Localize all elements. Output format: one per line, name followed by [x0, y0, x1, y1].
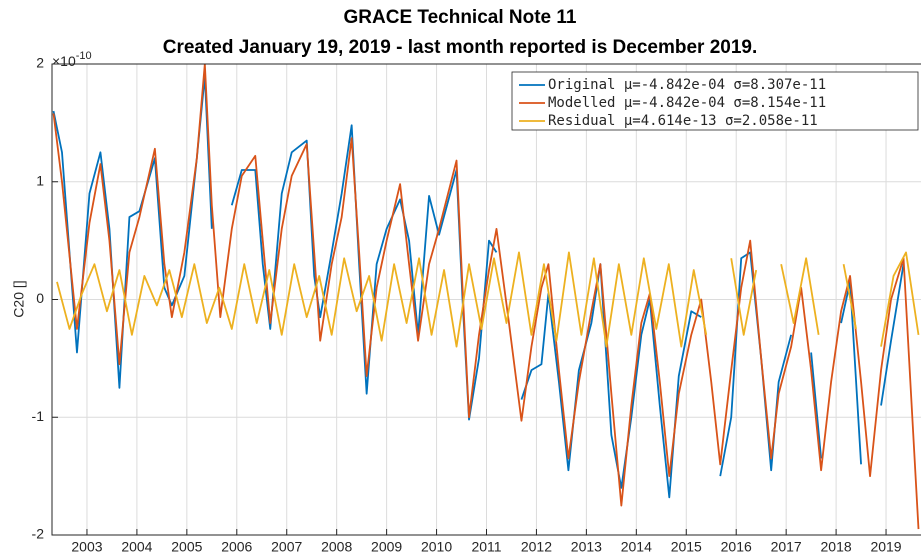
y-tick-label: 1: [36, 172, 44, 188]
x-tick-label: 2012: [521, 539, 552, 553]
x-tick-label: 2017: [771, 539, 802, 553]
y-exponent-base: ×10: [52, 53, 76, 69]
x-tick-label: 2003: [71, 539, 102, 553]
x-tick-label: 2007: [271, 539, 302, 553]
x-tick-label: 2011: [471, 539, 501, 553]
y-exponent-power: -10: [76, 50, 92, 62]
x-tick-label: 2019: [870, 539, 901, 553]
x-tick-label: 2006: [221, 539, 252, 553]
legend: Original μ=-4.842e-04 σ=8.307e-11 Modelle…: [511, 71, 919, 131]
y-axis-label: C20 []: [11, 280, 27, 317]
x-tick-label: 2008: [321, 539, 352, 553]
y-tick-label: 0: [36, 290, 44, 306]
chart-title: GRACE Technical Note 11: [344, 7, 577, 28]
x-tick-label: 2005: [171, 539, 202, 553]
y-tick-label: -2: [32, 526, 45, 542]
y-exponent: ×10-10: [52, 50, 92, 69]
y-tick-label: -1: [32, 408, 45, 424]
chart-subtitle: Created January 19, 2019 - last month re…: [163, 37, 758, 58]
legend-label: Modelled μ=-4.842e-04 σ=8.154e-11: [548, 95, 826, 111]
x-tick-label: 2016: [721, 539, 752, 553]
x-tick-label: 2009: [371, 539, 402, 553]
series-line: [52, 64, 920, 530]
y-tick-label: 2: [36, 55, 44, 71]
legend-box: [511, 71, 919, 131]
series-line: [56, 251, 920, 348]
x-tick-label: 2013: [571, 539, 602, 553]
x-tick-label: 2018: [821, 539, 852, 553]
x-tick-label: 2014: [621, 539, 652, 553]
legend-label: Residual μ=4.614e-13 σ=2.058e-11: [548, 113, 818, 129]
x-tick-label: 2004: [121, 539, 152, 553]
x-tick-label: 2010: [421, 539, 452, 553]
x-tick-label: 2015: [671, 539, 702, 553]
legend-label: Original μ=-4.842e-04 σ=8.307e-11: [548, 77, 826, 93]
